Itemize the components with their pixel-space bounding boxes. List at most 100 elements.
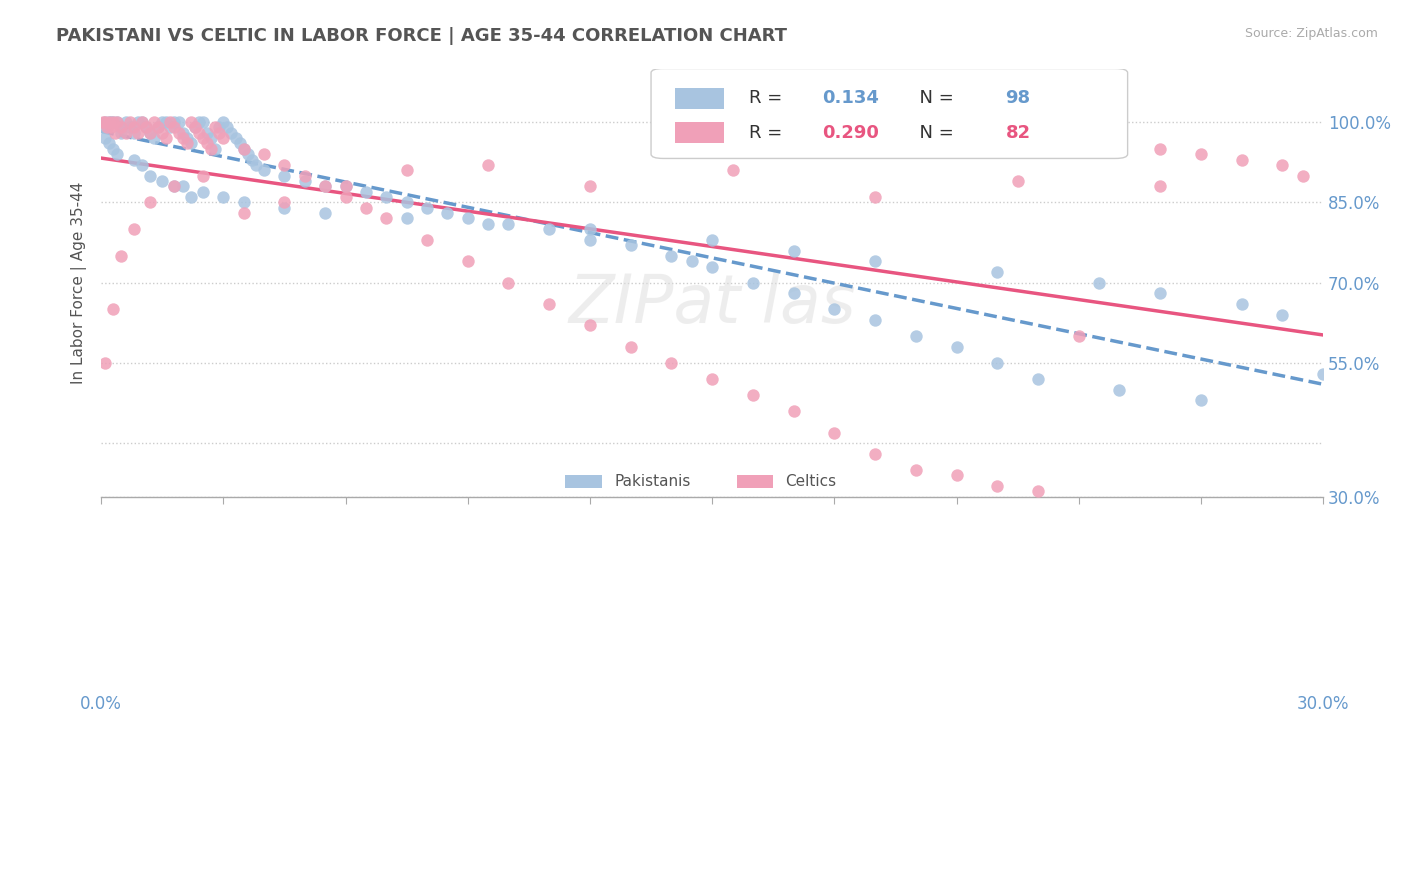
Point bbox=[863, 313, 886, 327]
Text: ZIPat las: ZIPat las bbox=[568, 271, 856, 337]
Point bbox=[1026, 484, 1049, 499]
Point bbox=[1088, 276, 1111, 290]
Point bbox=[1067, 329, 1090, 343]
Text: 0.134: 0.134 bbox=[823, 89, 879, 108]
Point bbox=[314, 206, 336, 220]
Point bbox=[335, 179, 357, 194]
Point bbox=[945, 468, 967, 483]
Text: Source: ZipAtlas.com: Source: ZipAtlas.com bbox=[1244, 27, 1378, 40]
Point bbox=[139, 169, 162, 183]
Point bbox=[986, 265, 1008, 279]
Point bbox=[681, 254, 703, 268]
Point bbox=[110, 126, 132, 140]
Point bbox=[823, 425, 845, 440]
Point bbox=[91, 120, 114, 135]
Point bbox=[1108, 383, 1130, 397]
Point bbox=[579, 233, 602, 247]
Point bbox=[1149, 179, 1171, 194]
Point bbox=[1292, 169, 1315, 183]
Point bbox=[191, 131, 214, 145]
Point bbox=[579, 179, 602, 194]
Point bbox=[225, 131, 247, 145]
Point bbox=[204, 120, 226, 135]
Point bbox=[863, 254, 886, 268]
Text: 0.290: 0.290 bbox=[823, 124, 879, 142]
Point bbox=[139, 126, 162, 140]
Point bbox=[150, 126, 173, 140]
Point bbox=[477, 158, 499, 172]
Point bbox=[416, 233, 439, 247]
Point bbox=[135, 120, 157, 135]
Point bbox=[100, 120, 122, 135]
FancyBboxPatch shape bbox=[651, 69, 1128, 159]
Point bbox=[187, 115, 209, 129]
Point bbox=[212, 115, 235, 129]
Point bbox=[135, 120, 157, 135]
Point bbox=[103, 142, 125, 156]
Point bbox=[94, 131, 117, 145]
Point bbox=[122, 222, 145, 236]
Point bbox=[91, 115, 114, 129]
Point bbox=[232, 142, 254, 156]
Point bbox=[143, 115, 166, 129]
Point bbox=[107, 115, 129, 129]
Point bbox=[180, 190, 202, 204]
Point bbox=[191, 115, 214, 129]
Point bbox=[163, 120, 186, 135]
Point bbox=[94, 115, 117, 129]
Point bbox=[245, 158, 267, 172]
Point bbox=[212, 190, 235, 204]
Bar bbox=[737, 475, 773, 488]
Point bbox=[127, 115, 149, 129]
Point bbox=[139, 195, 162, 210]
Point bbox=[375, 211, 398, 226]
Text: 0.0%: 0.0% bbox=[80, 695, 122, 713]
Bar bbox=[565, 475, 602, 488]
Point bbox=[945, 340, 967, 354]
Point bbox=[163, 179, 186, 194]
Point bbox=[122, 126, 145, 140]
Point bbox=[314, 179, 336, 194]
Point bbox=[191, 185, 214, 199]
Point bbox=[100, 115, 122, 129]
Point bbox=[1007, 174, 1029, 188]
Point bbox=[96, 120, 118, 135]
Point bbox=[180, 136, 202, 151]
Point bbox=[477, 217, 499, 231]
Point bbox=[700, 233, 723, 247]
Point bbox=[208, 120, 231, 135]
Point bbox=[110, 249, 132, 263]
Point bbox=[200, 131, 222, 145]
Point bbox=[127, 126, 149, 140]
Point bbox=[782, 286, 804, 301]
Point bbox=[172, 131, 194, 145]
Point bbox=[1189, 393, 1212, 408]
Text: 82: 82 bbox=[1005, 124, 1031, 142]
Point bbox=[232, 195, 254, 210]
Point bbox=[661, 249, 683, 263]
Point bbox=[200, 142, 222, 156]
Point bbox=[118, 120, 141, 135]
Point bbox=[335, 179, 357, 194]
Point bbox=[620, 340, 643, 354]
Point bbox=[904, 463, 927, 477]
Point bbox=[986, 479, 1008, 493]
Point bbox=[538, 222, 561, 236]
Point bbox=[395, 195, 418, 210]
Point bbox=[221, 126, 243, 140]
Text: R =: R = bbox=[749, 124, 787, 142]
Point bbox=[1230, 297, 1253, 311]
Point bbox=[212, 131, 235, 145]
Point bbox=[155, 115, 177, 129]
Text: N =: N = bbox=[908, 124, 959, 142]
Point bbox=[823, 302, 845, 317]
Point bbox=[1108, 136, 1130, 151]
Point bbox=[98, 115, 121, 129]
Point bbox=[98, 115, 121, 129]
Point bbox=[155, 131, 177, 145]
Point bbox=[150, 174, 173, 188]
Point bbox=[204, 142, 226, 156]
Point bbox=[184, 120, 207, 135]
Point bbox=[139, 126, 162, 140]
Point bbox=[416, 201, 439, 215]
